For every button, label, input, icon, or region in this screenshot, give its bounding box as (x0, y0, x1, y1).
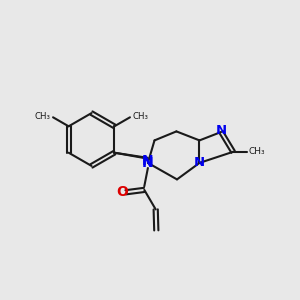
Text: N: N (142, 156, 154, 170)
Text: N: N (216, 124, 227, 137)
Text: N: N (194, 156, 205, 170)
Text: O: O (116, 185, 128, 199)
Text: CH₃: CH₃ (35, 112, 51, 121)
Text: CH₃: CH₃ (248, 147, 265, 156)
Text: N: N (142, 154, 153, 168)
Text: CH₃: CH₃ (132, 112, 148, 121)
